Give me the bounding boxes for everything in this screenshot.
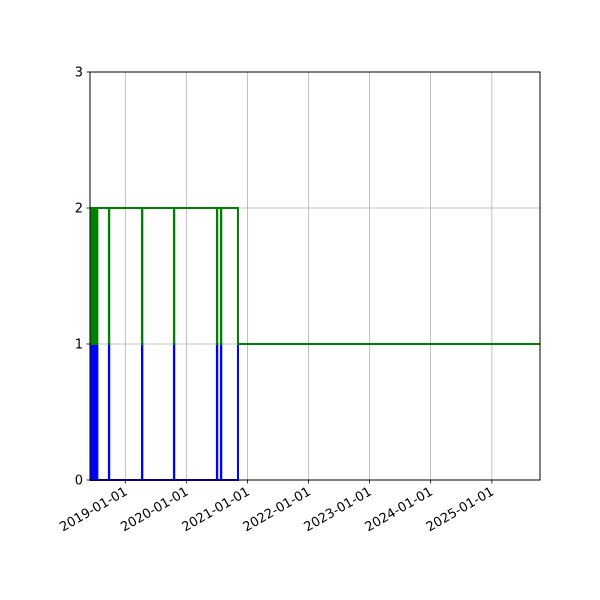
y-tick-label: 2: [75, 202, 83, 217]
series-line-0: [89, 343, 540, 481]
series-line-1: [89, 207, 540, 345]
x-tick-label: 2022-01-01: [241, 484, 314, 535]
plot-frame: [89, 71, 541, 481]
y-tick-label: 0: [75, 474, 83, 489]
x-tick-label: 2020-01-01: [118, 484, 191, 535]
x-tick-label: 2019-01-01: [57, 484, 130, 535]
x-tick-label: 2021-01-01: [180, 484, 253, 535]
y-tick-label: 3: [75, 66, 83, 81]
grid: [90, 71, 540, 481]
x-tick-label: 2025-01-01: [424, 484, 497, 535]
x-tick-label: 2024-01-01: [363, 484, 436, 535]
y-tick-label: 1: [75, 338, 83, 353]
x-tick-label: 2023-01-01: [302, 484, 375, 535]
